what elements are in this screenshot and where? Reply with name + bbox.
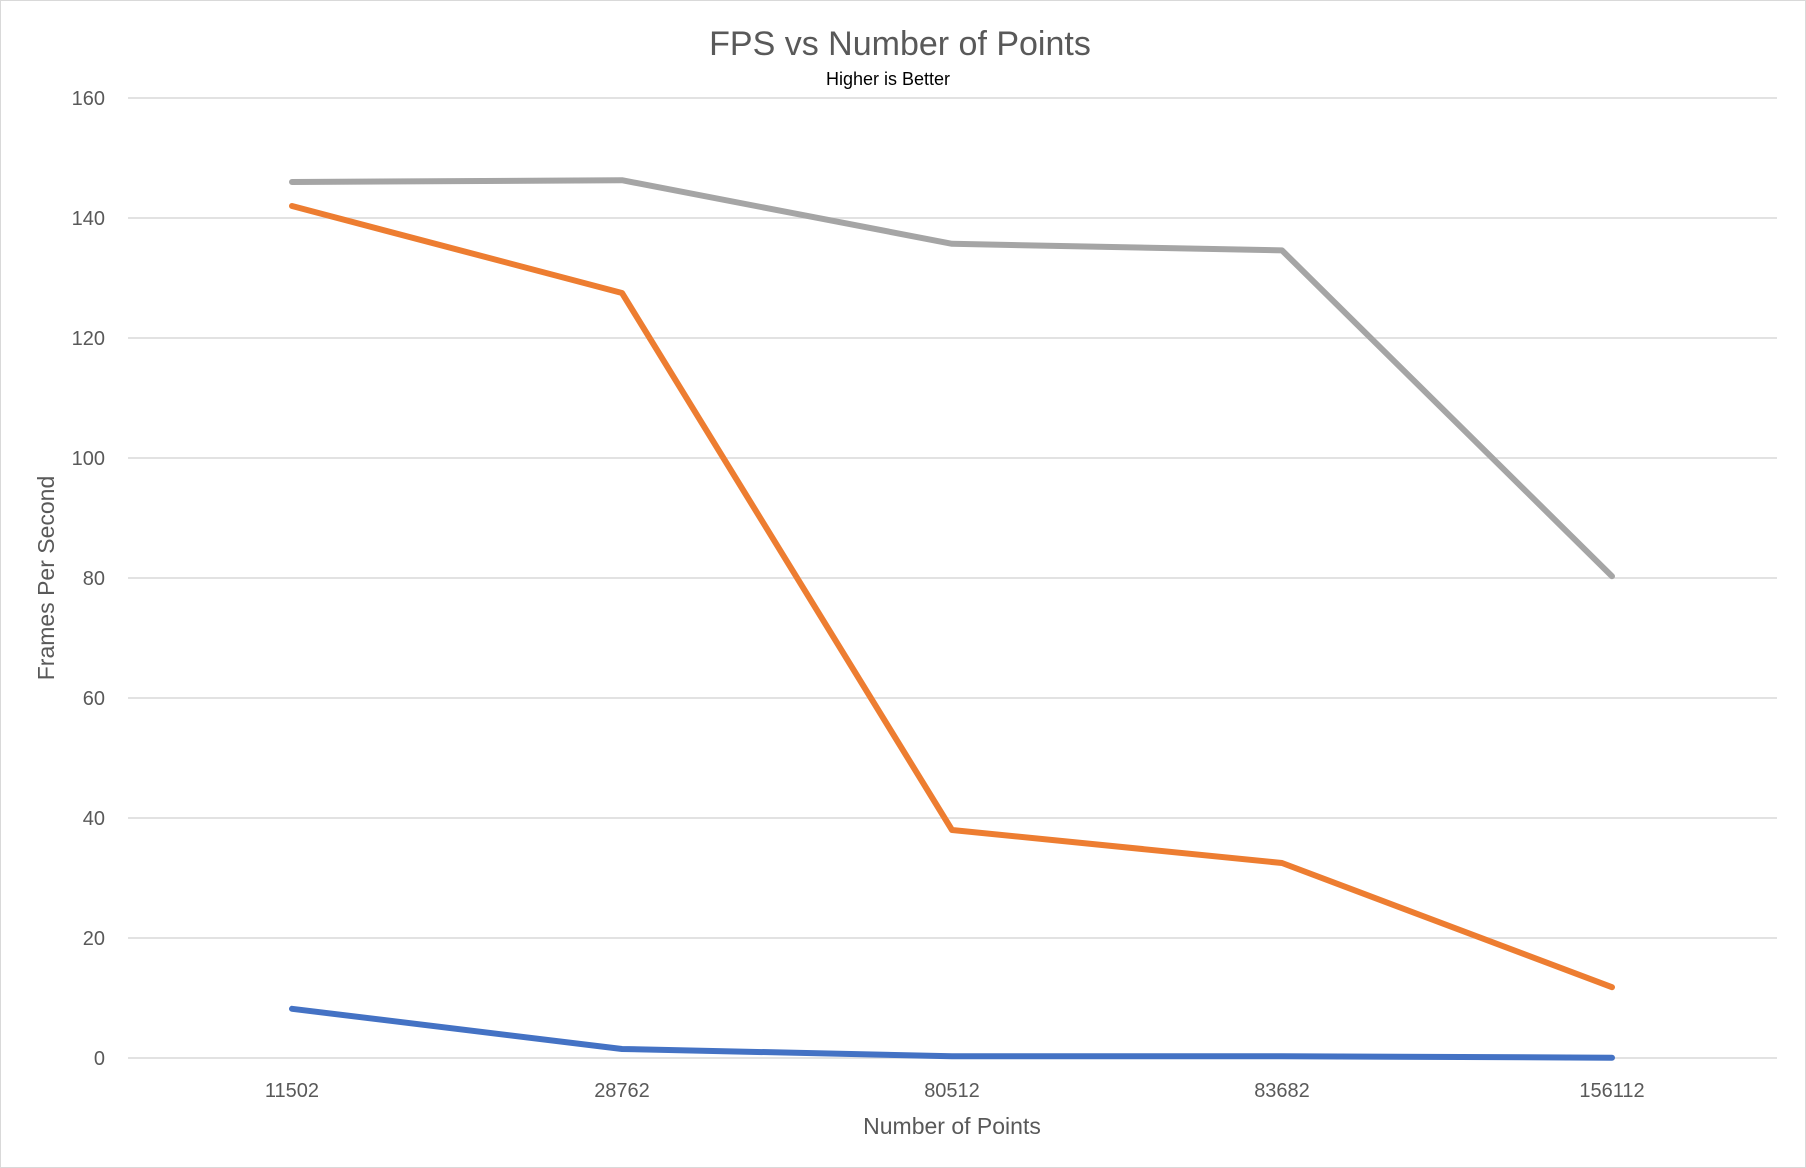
- x-tick-label: 11502: [265, 1080, 319, 1102]
- y-tick-label: 160: [72, 88, 105, 110]
- x-axis-ticks: 11502 28762 80512 83682 156112: [265, 1080, 1645, 1102]
- y-tick-label: 0: [94, 1048, 105, 1070]
- chart-title: FPS vs Number of Points: [709, 25, 1091, 63]
- x-tick-label: 28762: [594, 1080, 650, 1102]
- x-tick-label: 83682: [1254, 1080, 1310, 1102]
- series-lines: [289, 177, 1615, 1061]
- y-axis-ticks: 0 20 40 60 80 100 120 140 160: [72, 88, 105, 1070]
- chart-subtitle: Higher is Better: [826, 69, 950, 89]
- y-tick-label: 140: [72, 208, 105, 230]
- y-tick-label: 60: [83, 688, 105, 710]
- y-axis-title: Frames Per Second: [33, 476, 59, 681]
- y-tick-label: 100: [72, 448, 105, 470]
- y-tick-label: 120: [72, 328, 105, 350]
- x-axis-title: Number of Points: [863, 1113, 1041, 1139]
- series-line: [289, 1005, 1615, 1061]
- y-tick-label: 80: [83, 568, 105, 590]
- y-tick-label: 40: [83, 808, 105, 830]
- series-line: [289, 177, 1615, 580]
- series-line: [289, 203, 1615, 991]
- y-tick-label: 20: [83, 928, 105, 950]
- x-tick-label: 156112: [1579, 1080, 1644, 1102]
- x-tick-label: 80512: [924, 1080, 980, 1102]
